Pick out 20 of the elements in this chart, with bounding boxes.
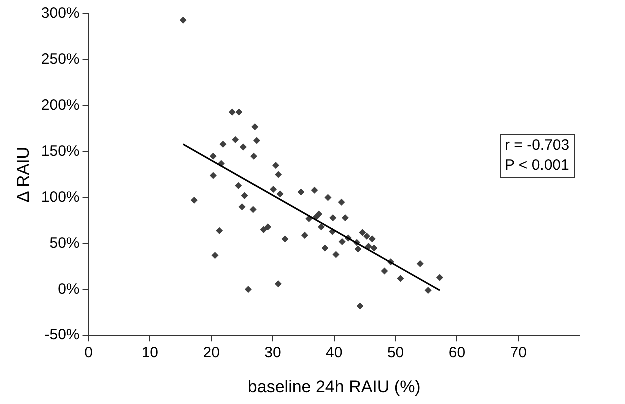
y-tick-label: 0% — [58, 280, 80, 298]
x-tick-label: 0 — [84, 344, 93, 362]
y-tick-label: 100% — [41, 188, 80, 206]
x-tick-label: 50 — [387, 344, 404, 362]
x-tick-label: 40 — [326, 344, 343, 362]
y-tick-label: 300% — [41, 5, 80, 22]
y-tick-label: 150% — [41, 142, 80, 160]
y-tick-label: 200% — [41, 97, 80, 114]
x-tick-label: 70 — [510, 344, 527, 362]
annotation: P < 0.001 — [505, 156, 570, 176]
x-tick-label: 30 — [264, 344, 282, 362]
x-tick-label: 10 — [142, 344, 159, 362]
x-tick-label: 20 — [203, 344, 220, 362]
y-tick-label: -50% — [44, 326, 80, 344]
y-tick-label: 50% — [50, 234, 80, 252]
y-axis-title: Δ RAIU — [14, 146, 33, 203]
annotation: r = -0.703 — [505, 136, 570, 156]
x-tick-label: 60 — [448, 344, 466, 362]
x-axis-title: baseline 24h RAIU (%) — [248, 377, 421, 396]
y-tick-label: 250% — [41, 51, 80, 68]
